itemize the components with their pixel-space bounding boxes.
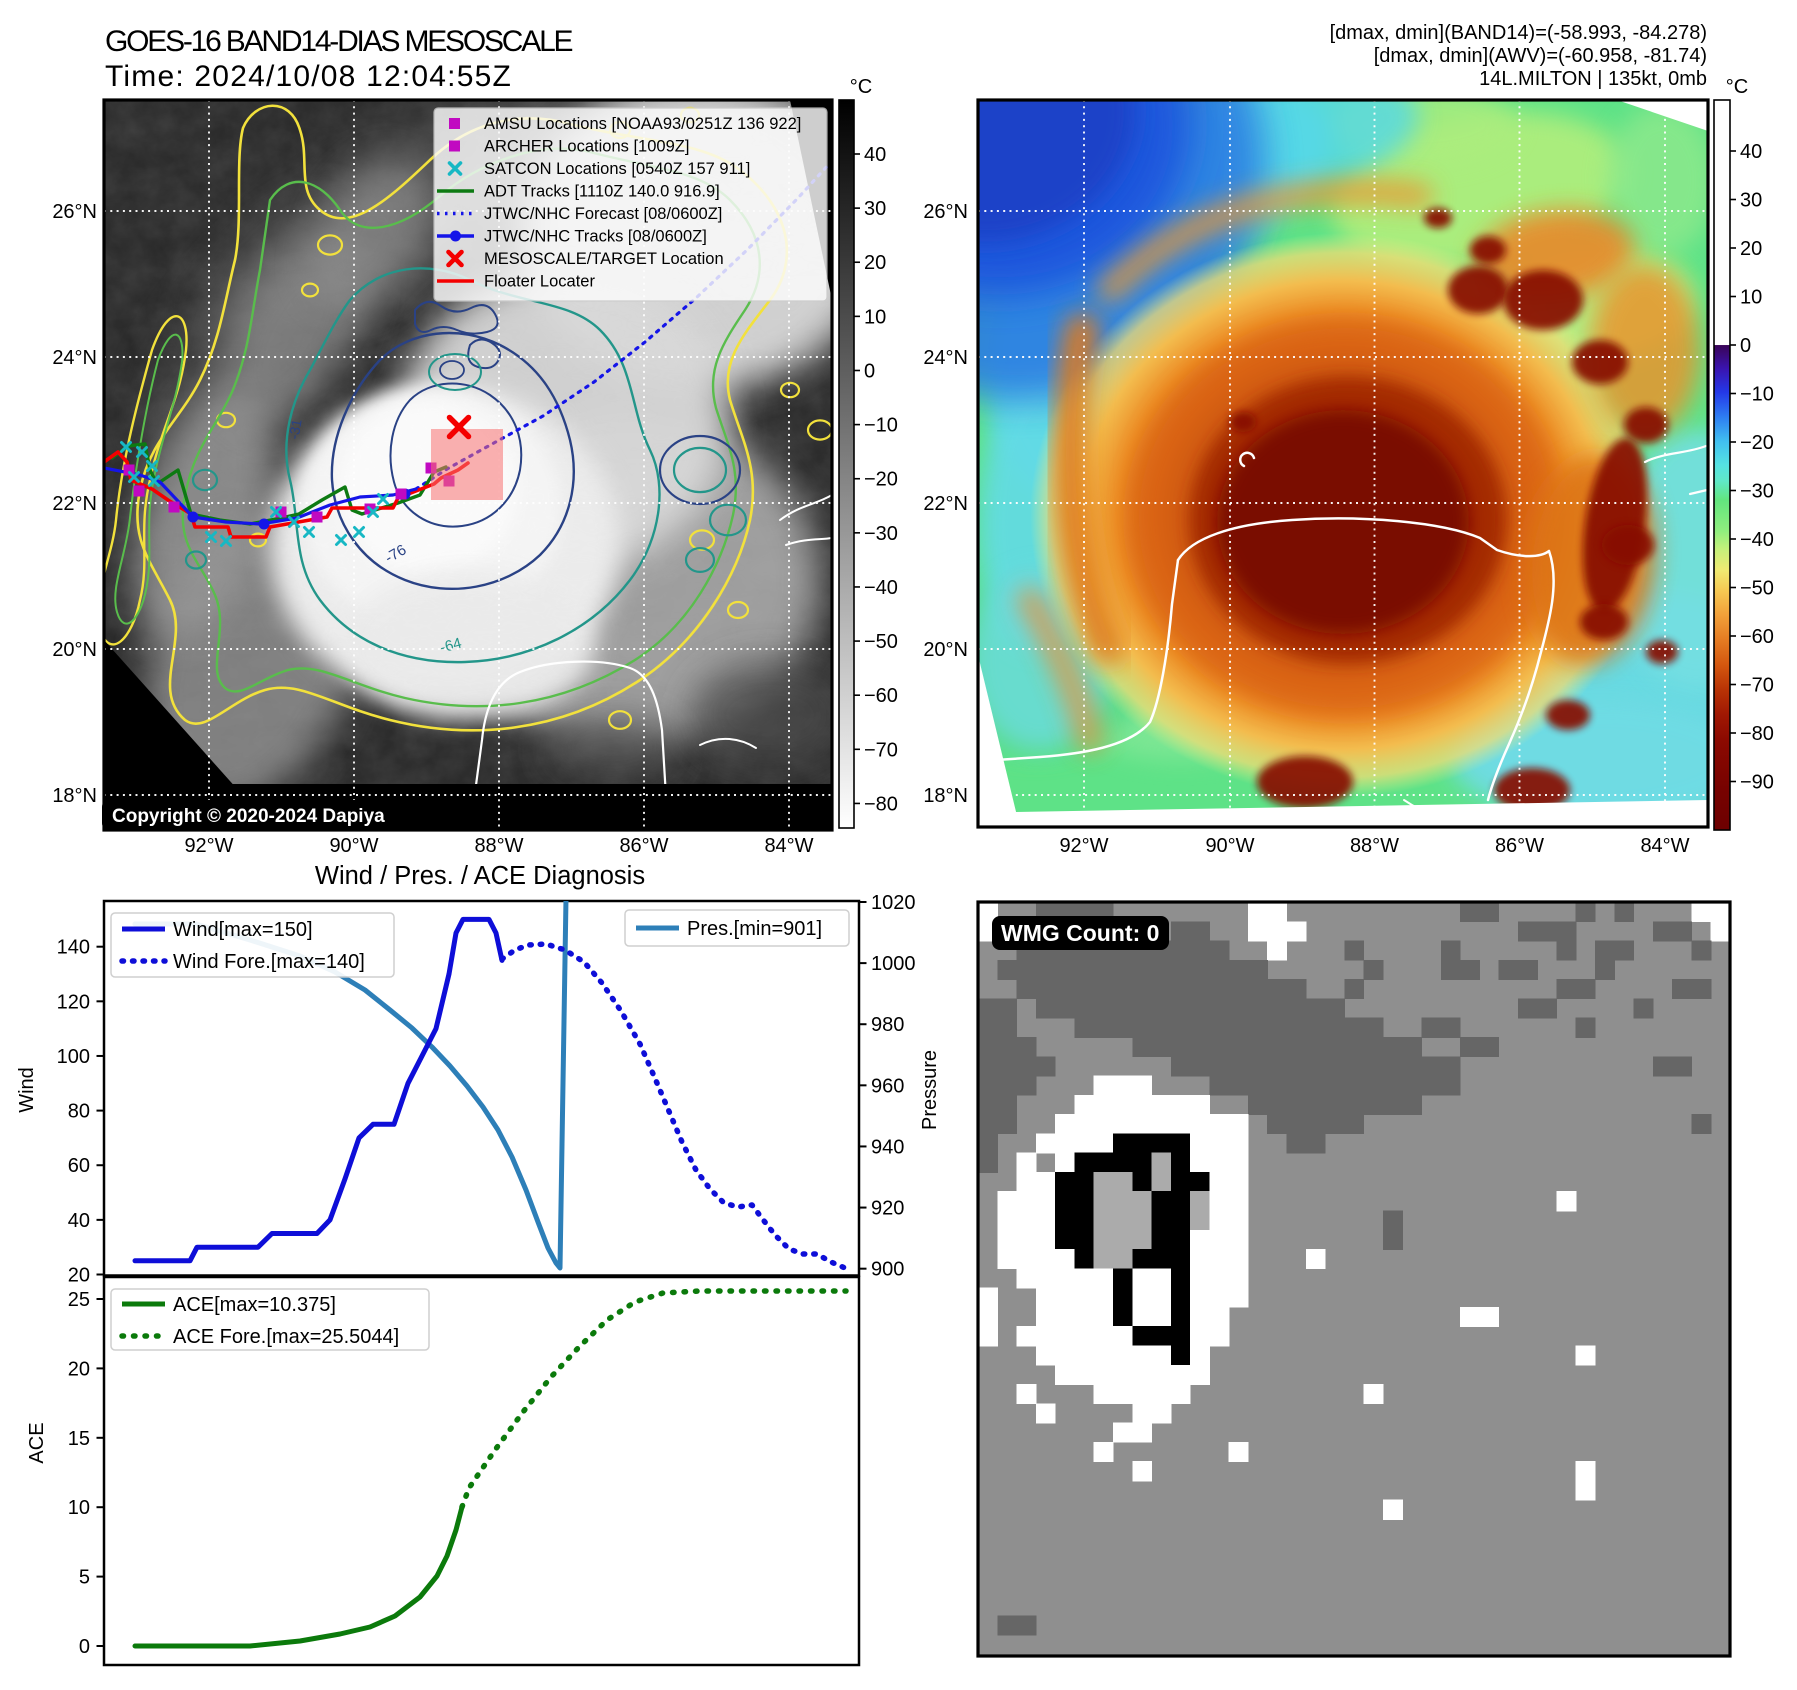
svg-text:Floater Locater: Floater Locater <box>484 273 595 291</box>
svg-text:Wind: Wind <box>16 1067 38 1113</box>
svg-text:Wind / Pres. / ACE Diagnosis: Wind / Pres. / ACE Diagnosis <box>315 862 645 890</box>
svg-text:20°N: 20°N <box>52 639 97 661</box>
svg-text:−60: −60 <box>864 685 898 707</box>
svg-text:−40: −40 <box>1740 529 1774 551</box>
svg-text:Pressure: Pressure <box>919 1050 941 1130</box>
svg-text:−80: −80 <box>1740 723 1774 745</box>
svg-text:−90: −90 <box>1740 772 1774 794</box>
svg-text:ADT Tracks [1110Z 140.0 916.9]: ADT Tracks [1110Z 140.0 916.9] <box>484 183 720 201</box>
svg-text:−10: −10 <box>1740 384 1774 406</box>
svg-text:15: 15 <box>68 1428 90 1450</box>
svg-text:1020: 1020 <box>871 892 916 914</box>
svg-text:10: 10 <box>68 1497 90 1519</box>
svg-text:ACE: ACE <box>26 1422 48 1463</box>
svg-text:0: 0 <box>864 360 875 382</box>
svg-text:20: 20 <box>68 1265 90 1287</box>
svg-text:−10: −10 <box>864 415 898 437</box>
svg-text:−40: −40 <box>864 577 898 599</box>
svg-text:−50: −50 <box>864 631 898 653</box>
svg-text:°C: °C <box>850 76 872 98</box>
svg-text:−50: −50 <box>1740 578 1774 600</box>
svg-text:40: 40 <box>864 144 886 166</box>
svg-text:Time: 2024/10/08 12:04:55Z: Time: 2024/10/08 12:04:55Z <box>105 60 512 93</box>
svg-text:20: 20 <box>68 1358 90 1380</box>
svg-text:20°N: 20°N <box>923 639 968 661</box>
svg-text:10: 10 <box>864 306 886 328</box>
svg-text:MESOSCALE/TARGET Location: MESOSCALE/TARGET Location <box>484 250 724 268</box>
svg-text:86°W: 86°W <box>619 835 668 857</box>
svg-text:0: 0 <box>79 1636 90 1658</box>
svg-text:920: 920 <box>871 1198 904 1220</box>
svg-text:1000: 1000 <box>871 953 916 975</box>
svg-text:SATCON Locations [0540Z 157 91: SATCON Locations [0540Z 157 911] <box>484 160 750 178</box>
svg-text:40: 40 <box>68 1210 90 1232</box>
svg-text:22°N: 22°N <box>923 493 968 515</box>
svg-text:940: 940 <box>871 1136 904 1158</box>
svg-text:ACE Fore.[max=25.5044]: ACE Fore.[max=25.5044] <box>173 1326 399 1348</box>
svg-text:-31: -31 <box>285 418 304 441</box>
svg-text:86°W: 86°W <box>1495 835 1544 857</box>
svg-text:24°N: 24°N <box>923 347 968 369</box>
svg-text:0: 0 <box>1740 335 1751 357</box>
svg-text:−20: −20 <box>1740 432 1774 454</box>
svg-text:90°W: 90°W <box>329 835 378 857</box>
svg-text:80: 80 <box>68 1101 90 1123</box>
svg-text:−20: −20 <box>864 469 898 491</box>
svg-text:[dmax, dmin](BAND14)=(-58.993,: [dmax, dmin](BAND14)=(-58.993, -84.278) <box>1330 22 1707 44</box>
svg-text:GOES-16 BAND14-DIAS MESOSCALE: GOES-16 BAND14-DIAS MESOSCALE <box>105 25 573 58</box>
svg-text:−60: −60 <box>1740 626 1774 648</box>
svg-text:92°W: 92°W <box>184 835 233 857</box>
svg-text:88°W: 88°W <box>474 835 523 857</box>
svg-text:−30: −30 <box>1740 481 1774 503</box>
svg-text:−30: −30 <box>864 523 898 545</box>
svg-text:JTWC/NHC Forecast [08/0600Z]: JTWC/NHC Forecast [08/0600Z] <box>484 205 722 223</box>
svg-text:960: 960 <box>871 1075 904 1097</box>
svg-text:18°N: 18°N <box>923 785 968 807</box>
svg-text:−80: −80 <box>864 793 898 815</box>
svg-text:[dmax, dmin](AWV)=(-60.958, -8: [dmax, dmin](AWV)=(-60.958, -81.74) <box>1374 45 1707 67</box>
svg-text:ARCHER Locations [1009Z]: ARCHER Locations [1009Z] <box>484 138 689 156</box>
svg-text:°C: °C <box>1726 76 1748 98</box>
svg-text:24°N: 24°N <box>52 347 97 369</box>
svg-text:5: 5 <box>79 1567 90 1589</box>
svg-text:−70: −70 <box>864 739 898 761</box>
svg-text:ACE[max=10.375]: ACE[max=10.375] <box>173 1294 336 1316</box>
svg-text:26°N: 26°N <box>52 201 97 223</box>
svg-text:30: 30 <box>864 198 886 220</box>
svg-text:Copyright © 2020-2024 Dapiya: Copyright © 2020-2024 Dapiya <box>112 806 385 827</box>
svg-text:-64: -64 <box>438 635 463 657</box>
svg-text:18°N: 18°N <box>52 785 97 807</box>
svg-text:84°W: 84°W <box>764 835 813 857</box>
svg-text:120: 120 <box>57 991 90 1013</box>
svg-text:900: 900 <box>871 1259 904 1281</box>
svg-text:30: 30 <box>1740 190 1762 212</box>
svg-text:26°N: 26°N <box>923 201 968 223</box>
svg-text:20: 20 <box>864 252 886 274</box>
svg-text:84°W: 84°W <box>1640 835 1689 857</box>
svg-text:100: 100 <box>57 1046 90 1068</box>
svg-text:Wind Fore.[max=140]: Wind Fore.[max=140] <box>173 951 365 973</box>
svg-text:−70: −70 <box>1740 675 1774 697</box>
svg-text:90°W: 90°W <box>1205 835 1254 857</box>
svg-text:WMG Count: 0: WMG Count: 0 <box>1001 920 1159 946</box>
svg-text:40: 40 <box>1740 141 1762 163</box>
svg-text:20: 20 <box>1740 238 1762 260</box>
svg-text:14L.MILTON | 135kt, 0mb: 14L.MILTON | 135kt, 0mb <box>1479 68 1707 90</box>
svg-text:25: 25 <box>68 1289 90 1311</box>
svg-text:60: 60 <box>68 1155 90 1177</box>
svg-text:22°N: 22°N <box>52 493 97 515</box>
svg-text:980: 980 <box>871 1014 904 1036</box>
svg-text:AMSU Locations [NOAA93/0251Z 1: AMSU Locations [NOAA93/0251Z 136 922] <box>484 115 801 133</box>
svg-text:140: 140 <box>57 937 90 959</box>
svg-text:88°W: 88°W <box>1350 835 1399 857</box>
svg-text:10: 10 <box>1740 287 1762 309</box>
svg-text:JTWC/NHC Tracks [08/0600Z]: JTWC/NHC Tracks [08/0600Z] <box>484 228 707 246</box>
svg-text:Pres.[min=901]: Pres.[min=901] <box>687 918 822 940</box>
svg-text:Wind[max=150]: Wind[max=150] <box>173 919 313 941</box>
svg-text:92°W: 92°W <box>1059 835 1108 857</box>
